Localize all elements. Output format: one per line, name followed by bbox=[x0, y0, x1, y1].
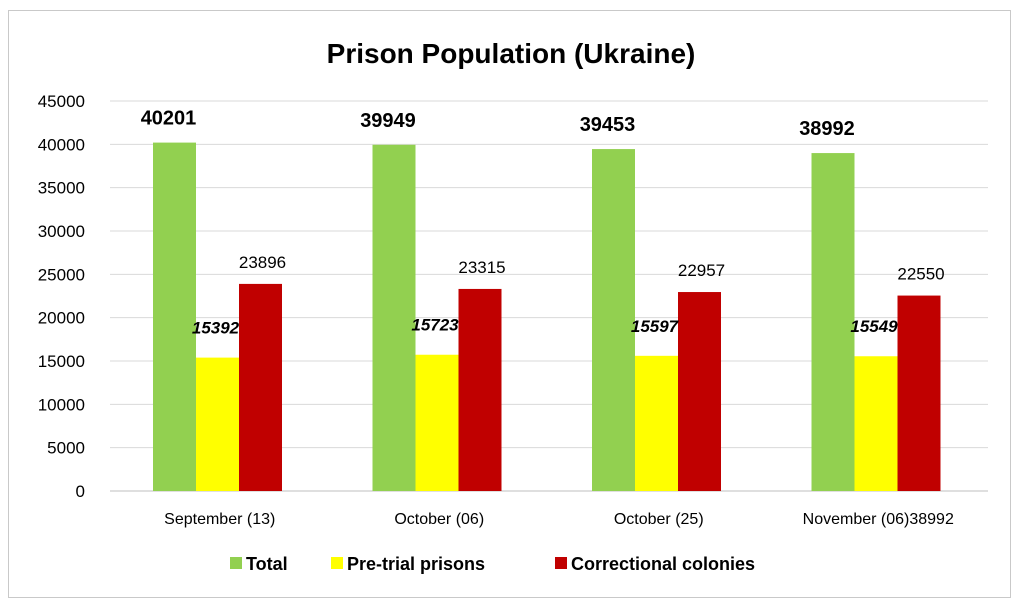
legend-label-pre-trial: Pre-trial prisons bbox=[347, 554, 485, 574]
x-category-label: November (06)38992 bbox=[803, 511, 954, 528]
y-tick-label: 15000 bbox=[38, 352, 85, 371]
bar-pre-trial bbox=[415, 354, 459, 491]
y-tick-label: 25000 bbox=[38, 265, 85, 284]
legend-swatch-total bbox=[230, 557, 242, 569]
bar-correctional bbox=[678, 292, 721, 491]
data-label-total: 39949 bbox=[360, 110, 416, 132]
data-label-total: 40201 bbox=[141, 108, 197, 130]
bar-total bbox=[592, 149, 635, 491]
data-label-correctional: 22550 bbox=[897, 265, 944, 284]
bar-total bbox=[372, 144, 416, 491]
y-tick-label: 0 bbox=[76, 482, 85, 501]
bar-correctional bbox=[897, 295, 941, 491]
x-category-label: September (13) bbox=[164, 511, 275, 528]
legend: Total Pre-trial prisons Correctional colon… bbox=[230, 554, 755, 574]
data-label-correctional: 22957 bbox=[678, 261, 725, 280]
data-label-pre-trial: 15392 bbox=[192, 319, 240, 338]
data-labels: 40201 15392 23896 39949 15723 23315 39453 15597… bbox=[141, 108, 945, 338]
data-label-pre-trial: 15597 bbox=[631, 317, 680, 336]
x-category-label: October (25) bbox=[614, 511, 704, 528]
data-label-correctional: 23315 bbox=[458, 258, 505, 277]
legend-swatch-pre-trial bbox=[331, 557, 343, 569]
y-axis-ticks: 0 5000 10000 15000 20000 25000 30000 35000 40000… bbox=[38, 92, 85, 501]
bar-pre-trial bbox=[854, 356, 898, 491]
bar-total bbox=[153, 142, 196, 491]
data-label-pre-trial: 15549 bbox=[850, 317, 898, 336]
legend-label-correctional: Correctional colonies bbox=[571, 554, 755, 574]
x-category-label: October (06) bbox=[394, 511, 484, 528]
legend-label-total: Total bbox=[246, 554, 288, 574]
bars bbox=[153, 142, 941, 491]
bar-correctional bbox=[458, 288, 502, 491]
legend-swatch-correctional bbox=[555, 557, 567, 569]
x-axis-categories: September (13) October (06) October (25) No… bbox=[164, 511, 954, 528]
y-tick-label: 35000 bbox=[38, 179, 85, 198]
data-label-correctional: 23896 bbox=[239, 253, 286, 272]
data-label-pre-trial: 15723 bbox=[411, 316, 459, 335]
bar-pre-trial bbox=[196, 357, 239, 491]
y-tick-label: 40000 bbox=[38, 135, 85, 154]
bar-total bbox=[811, 153, 855, 491]
data-label-total: 39453 bbox=[580, 114, 636, 136]
y-tick-label: 45000 bbox=[38, 92, 85, 111]
data-label-total: 38992 bbox=[799, 118, 855, 140]
y-tick-label: 30000 bbox=[38, 222, 85, 241]
y-tick-label: 10000 bbox=[38, 395, 85, 414]
bar-pre-trial bbox=[635, 355, 678, 491]
y-tick-label: 20000 bbox=[38, 309, 85, 328]
y-tick-label: 5000 bbox=[47, 439, 85, 458]
chart-title: Prison Population (Ukraine) bbox=[327, 38, 696, 69]
bar-correctional bbox=[239, 283, 282, 491]
